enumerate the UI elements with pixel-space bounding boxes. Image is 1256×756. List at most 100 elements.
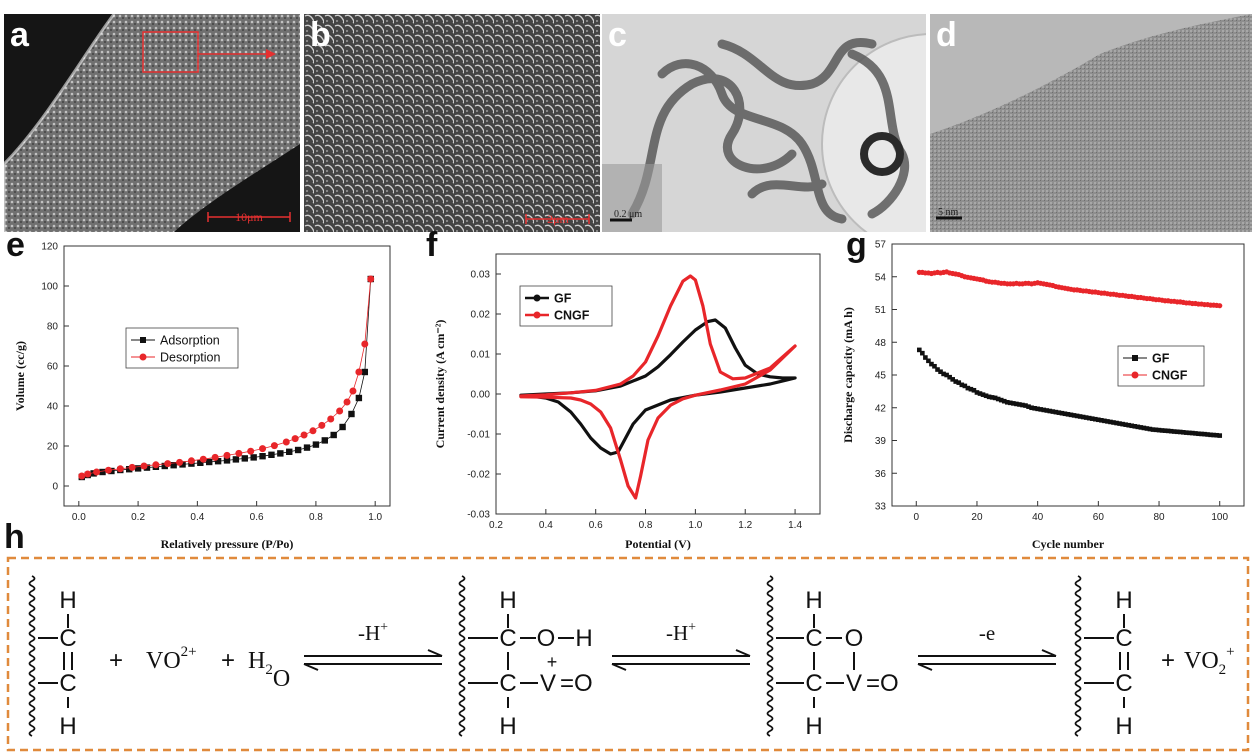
data-point — [259, 445, 267, 453]
atom-o: O — [537, 625, 556, 652]
data-point — [1199, 431, 1204, 437]
x-tick-label: 1.0 — [368, 512, 382, 523]
data-point — [1032, 405, 1037, 411]
data-point — [1126, 422, 1131, 428]
legend-label: CNGF — [1152, 369, 1188, 383]
data-point — [223, 451, 231, 459]
data-point — [1017, 402, 1022, 407]
data-point — [1005, 399, 1010, 405]
data-point — [932, 363, 937, 369]
data-point — [1093, 416, 1098, 422]
series-cngf — [519, 274, 797, 500]
y-tick-label: 0.00 — [471, 390, 491, 401]
data-point — [1038, 407, 1043, 412]
plus-sign: + — [109, 647, 123, 674]
data-point — [1083, 415, 1089, 420]
data-point — [1193, 431, 1198, 436]
plus-sign: + — [221, 647, 235, 674]
data-point — [1211, 432, 1216, 438]
scale-bar-label-a: 10μm — [235, 210, 263, 224]
data-point — [1156, 427, 1162, 433]
x-tick-label: 0.2 — [489, 520, 503, 531]
x-tick-label: 0.6 — [589, 520, 603, 531]
y-axis-label: Discharge capacity (mA h) — [841, 307, 855, 443]
data-point — [1035, 406, 1040, 412]
data-point — [1132, 424, 1138, 429]
cycling-chart: 0 20 40 60 80 100 33 36 39 42 45 48 51 54 57 Cycle numb… — [840, 236, 1256, 556]
data-point — [995, 396, 1001, 402]
data-point — [1020, 402, 1025, 408]
data-point — [1187, 430, 1192, 436]
vanadyl-oxo: =O — [866, 670, 899, 697]
data-point — [1147, 426, 1153, 432]
data-point — [355, 394, 363, 402]
y-tick-label: 45 — [875, 371, 887, 382]
data-point — [1120, 421, 1125, 427]
hrtem-image-d: 5 nm — [930, 14, 1252, 232]
data-point — [1044, 408, 1050, 413]
legend: GF CNGF — [1117, 345, 1205, 387]
series-line-adsorption — [81, 278, 372, 478]
data-point — [361, 340, 369, 348]
polymer-backbone — [458, 575, 466, 737]
data-point — [1086, 415, 1092, 421]
plot-frame — [63, 245, 391, 507]
legend-label: Desorption — [160, 351, 220, 365]
x-axis-label: Cycle number — [1032, 537, 1105, 551]
legend-box — [519, 285, 613, 327]
chart-svg-e: 0.0 0.2 0.4 0.6 0.8 1.0 0 20 40 60 80 100 120 Relativ… — [13, 242, 391, 551]
data-point — [1123, 422, 1128, 427]
data-point — [1144, 426, 1150, 431]
x-tick-label: 0.8 — [309, 512, 323, 523]
series-desorption — [78, 275, 375, 480]
data-point — [1056, 410, 1062, 415]
x-tick-label: 40 — [1032, 512, 1044, 523]
data-point — [1023, 403, 1028, 408]
scale-bar-label-c: 0.2 μm — [614, 209, 642, 220]
reverse-arrowhead — [611, 663, 627, 671]
tem-image-c: 0.2 μm — [602, 14, 926, 232]
x-tick-label: 0.6 — [250, 512, 264, 523]
scale-bar-label-b: 2μm — [547, 212, 569, 226]
data-point — [938, 369, 943, 375]
data-point — [1114, 420, 1119, 426]
data-point — [1068, 412, 1074, 418]
data-point — [980, 392, 986, 397]
data-point — [211, 453, 219, 461]
atom-c: C — [499, 625, 516, 652]
data-point — [1141, 425, 1147, 431]
arrow-label: -H+ — [666, 620, 696, 645]
chart-svg-g: 0 20 40 60 80 100 33 36 39 42 45 48 51 54 57 Cycle numb… — [841, 240, 1245, 551]
data-point — [1011, 401, 1016, 406]
atom-c: C — [1115, 670, 1132, 697]
data-point — [1208, 432, 1213, 438]
data-point — [300, 431, 308, 439]
data-point — [286, 448, 293, 455]
data-point — [974, 390, 980, 395]
data-point — [250, 454, 257, 461]
atom-h: H — [1115, 713, 1132, 740]
legend-marker — [533, 294, 541, 302]
data-point — [1162, 428, 1168, 433]
data-point — [1108, 419, 1113, 425]
y-tick-label: 20 — [47, 442, 59, 453]
data-point — [1174, 429, 1180, 435]
panel-label-f: f — [426, 226, 438, 264]
y-tick-label: 54 — [875, 272, 887, 283]
atom-h: H — [59, 587, 76, 614]
data-point — [1150, 427, 1156, 432]
data-point — [84, 470, 92, 478]
forward-arrowhead — [735, 649, 751, 657]
data-point — [917, 347, 922, 353]
data-point — [268, 451, 275, 458]
data-point — [327, 415, 335, 423]
vanadyl-oxo: =O — [560, 670, 593, 697]
data-point — [935, 367, 940, 372]
y-tick-label: 0 — [52, 482, 58, 493]
x-tick-label: 20 — [971, 512, 983, 523]
data-point — [1041, 407, 1047, 413]
y-tick-label: 39 — [875, 436, 887, 447]
panel-label-e: e — [6, 226, 25, 264]
data-point — [968, 386, 974, 392]
